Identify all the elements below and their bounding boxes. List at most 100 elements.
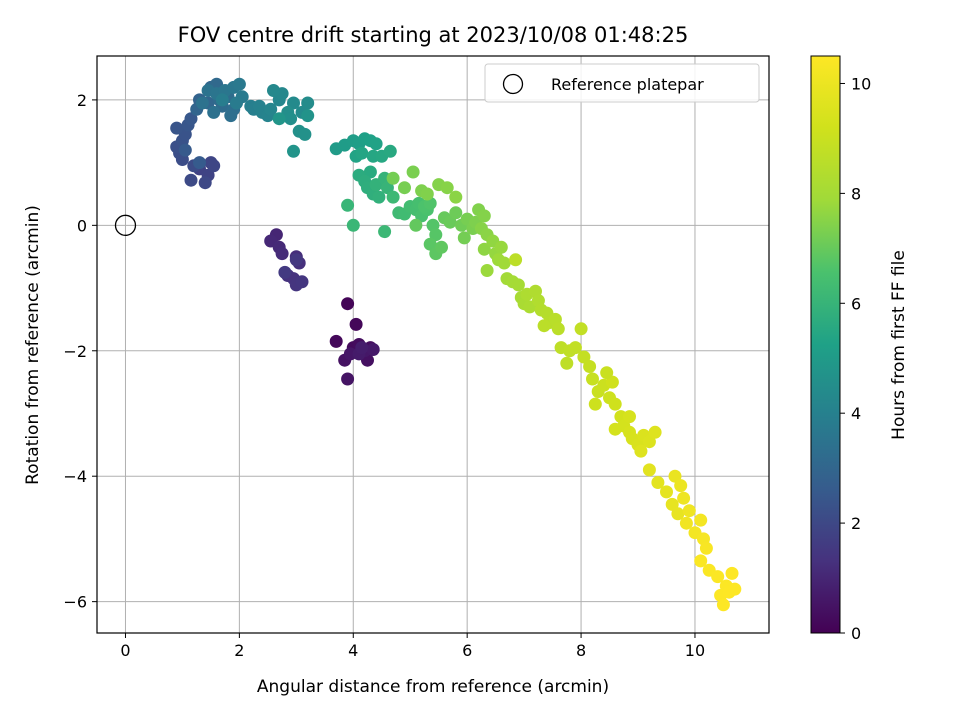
data-point <box>398 181 411 195</box>
data-point <box>346 218 360 232</box>
data-point <box>642 463 656 477</box>
data-point <box>287 144 300 158</box>
data-point <box>355 341 369 355</box>
x-ticks: 0 2 4 6 8 10 <box>120 633 705 660</box>
x-tick-label: 2 <box>234 641 244 660</box>
data-point <box>623 410 636 424</box>
colorbar-tick-label: 0 <box>851 624 861 643</box>
colorbar-tick-label: 2 <box>851 514 861 533</box>
y-tick-label: −6 <box>63 593 87 612</box>
data-point <box>272 112 286 126</box>
data-point <box>674 479 688 493</box>
data-point <box>224 109 238 123</box>
data-point <box>193 156 206 170</box>
data-point <box>386 190 400 204</box>
y-tick-label: −4 <box>63 467 87 486</box>
data-point <box>443 215 457 229</box>
colorbar-label: Hours from first FF file <box>889 250 909 440</box>
data-point <box>341 372 355 386</box>
colorbar: 0 2 4 6 8 10 Hours from first FF file <box>810 55 909 643</box>
x-tick-label: 10 <box>685 641 705 660</box>
data-point <box>278 265 292 279</box>
data-point <box>671 507 685 521</box>
data-point <box>560 356 574 370</box>
data-point <box>716 598 730 612</box>
data-point <box>198 176 212 190</box>
data-point <box>406 165 420 179</box>
data-point <box>682 504 696 518</box>
data-point <box>511 278 525 292</box>
data-point <box>378 225 392 239</box>
data-point <box>420 187 434 201</box>
data-point <box>423 237 437 251</box>
data-point <box>386 171 400 185</box>
data-point <box>586 372 599 386</box>
data-point <box>634 444 648 458</box>
data-point <box>195 96 209 110</box>
reference-marker-group <box>114 214 137 236</box>
data-point <box>600 366 614 380</box>
data-point <box>363 165 377 179</box>
data-point <box>665 497 679 511</box>
legend-label-reference: Reference platepar <box>551 75 704 94</box>
y-tick-label: 0 <box>77 216 87 235</box>
chart-title: FOV centre drift starting at 2023/10/08 … <box>178 23 689 47</box>
data-point <box>207 105 221 119</box>
data-point <box>383 144 397 158</box>
legend-marker-reference <box>502 73 524 95</box>
y-ticks: −6 −4 −2 0 2 <box>63 91 97 612</box>
data-point <box>574 322 588 336</box>
data-point <box>329 334 343 348</box>
grid <box>97 56 769 633</box>
data-point <box>457 231 471 245</box>
data-point <box>605 375 619 389</box>
data-point <box>215 93 229 107</box>
data-point <box>341 198 355 212</box>
data-point <box>608 397 622 411</box>
data-point <box>648 425 662 439</box>
data-point <box>480 264 494 277</box>
data-point <box>725 566 739 580</box>
data-point <box>341 297 355 311</box>
data-point <box>232 77 246 91</box>
data-point <box>694 554 708 568</box>
colorbar-gradient <box>810 55 841 634</box>
colorbar-tick-label: 4 <box>851 404 861 423</box>
data-point <box>608 422 622 436</box>
legend: Reference platepar <box>484 63 760 103</box>
data-point <box>301 96 315 110</box>
colorbar-tick-label: 8 <box>851 184 861 203</box>
data-point <box>537 319 551 333</box>
data-point <box>366 343 380 356</box>
data-point <box>728 582 742 596</box>
y-tick-label: −2 <box>63 342 87 361</box>
x-tick-label: 0 <box>120 641 130 660</box>
data-point <box>372 190 386 204</box>
data-point <box>679 516 693 530</box>
data-point <box>429 228 443 242</box>
data-point <box>509 253 523 267</box>
data-point <box>651 476 665 489</box>
x-tick-label: 4 <box>348 641 358 660</box>
data-point <box>435 240 448 254</box>
data-point <box>184 112 198 126</box>
data-point <box>668 469 682 483</box>
data-point <box>449 206 463 220</box>
data-point <box>409 218 423 232</box>
data-point <box>660 485 673 499</box>
data-point <box>494 240 508 254</box>
data-point <box>583 360 597 373</box>
data-point <box>170 121 184 135</box>
data-point <box>642 435 656 449</box>
data-point <box>699 541 713 555</box>
x-axis-label: Angular distance from reference (arcmin) <box>257 677 609 697</box>
data-point <box>551 322 565 336</box>
data-point <box>355 146 369 160</box>
legend-box <box>484 63 760 103</box>
y-tick-label: 2 <box>77 91 87 110</box>
data-point <box>287 96 300 110</box>
data-point <box>178 143 192 157</box>
data-point <box>301 109 315 123</box>
data-point <box>230 96 243 110</box>
